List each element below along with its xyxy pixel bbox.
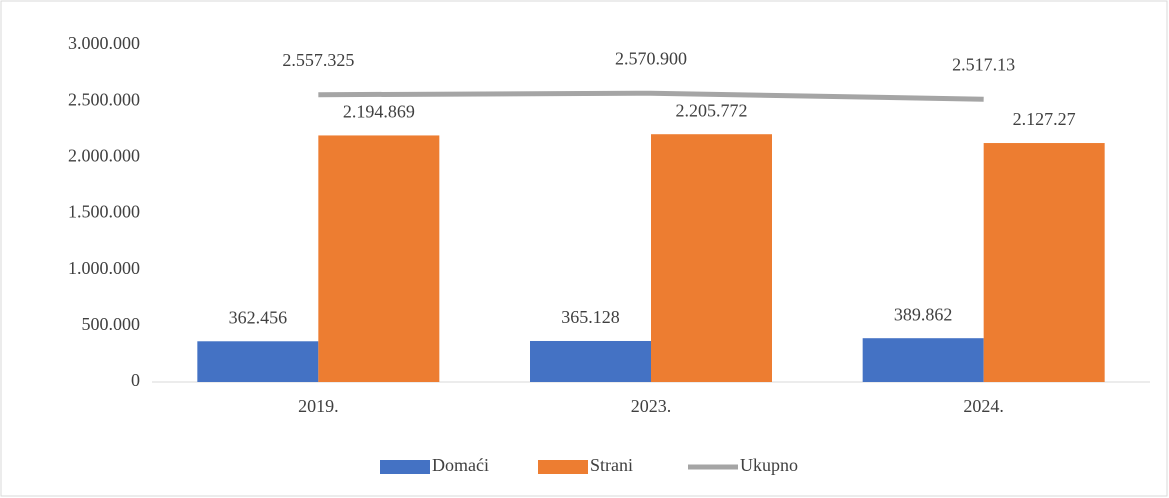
data-label: 389.862 <box>894 304 953 324</box>
data-label: 2.517.13 <box>952 54 1015 74</box>
legend-swatch <box>538 460 588 474</box>
data-label: 2.205.772 <box>676 100 748 120</box>
legend-label: Strani <box>590 455 633 475</box>
bar <box>862 338 984 382</box>
line <box>318 90 984 102</box>
legend-swatch <box>380 460 430 474</box>
y-tick-label: 3.000.000 <box>68 33 140 53</box>
x-tick-label: 2023. <box>631 396 672 416</box>
y-tick-label: 1.000.000 <box>68 258 140 278</box>
y-tick-label: 1.500.000 <box>68 202 140 222</box>
y-tick-label: 2.500.000 <box>68 89 140 109</box>
x-tick-label: 2024. <box>963 396 1004 416</box>
x-tick-label: 2019. <box>298 396 339 416</box>
bar <box>318 135 440 382</box>
bar <box>530 340 651 382</box>
data-label: 2.194.869 <box>343 102 415 122</box>
legend-label: Ukupno <box>740 455 798 475</box>
bar <box>983 143 1105 382</box>
legend-label: Domaći <box>432 455 489 475</box>
y-tick-label: 500.000 <box>82 314 141 334</box>
y-tick-label: 2.000.000 <box>68 145 140 165</box>
bar <box>197 341 319 382</box>
bar <box>651 134 772 382</box>
data-label: 2.570.900 <box>615 48 687 68</box>
data-label: 2.557.325 <box>282 50 354 70</box>
data-label: 362.456 <box>229 307 288 327</box>
y-tick-label: 0 <box>131 370 140 390</box>
data-label: 365.128 <box>561 307 620 327</box>
data-label: 2.127.27 <box>1013 109 1076 129</box>
